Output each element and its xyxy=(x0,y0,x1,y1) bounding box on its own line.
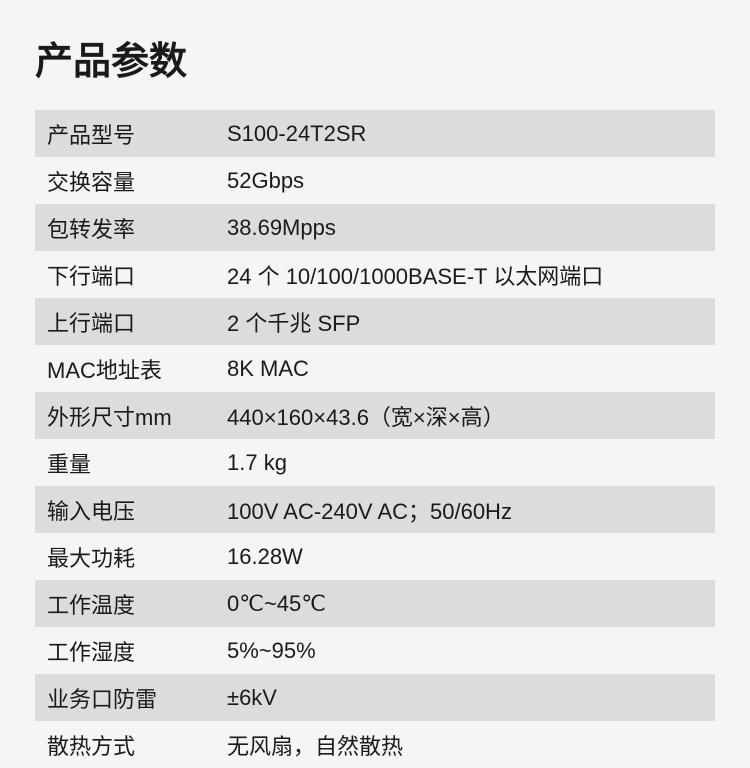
table-row: MAC地址表 8K MAC xyxy=(35,345,715,392)
spec-value: ±6kV xyxy=(215,674,715,721)
spec-label: 上行端口 xyxy=(35,298,215,345)
spec-value: 440×160×43.6（宽×深×高） xyxy=(215,392,715,439)
table-row: 产品型号 S100-24T2SR xyxy=(35,110,715,157)
spec-label: 包转发率 xyxy=(35,204,215,251)
spec-value: 2 个千兆 SFP xyxy=(215,298,715,345)
spec-label: 最大功耗 xyxy=(35,533,215,580)
spec-table: 产品型号 S100-24T2SR 交换容量 52Gbps 包转发率 38.69M… xyxy=(35,110,715,768)
spec-label: 产品型号 xyxy=(35,110,215,157)
spec-label: 外形尺寸mm xyxy=(35,392,215,439)
spec-value: 52Gbps xyxy=(215,157,715,204)
spec-value: S100-24T2SR xyxy=(215,110,715,157)
table-row: 散热方式 无风扇，自然散热 xyxy=(35,721,715,768)
spec-label: 工作温度 xyxy=(35,580,215,627)
spec-label: 交换容量 xyxy=(35,157,215,204)
spec-label: 输入电压 xyxy=(35,486,215,533)
spec-value: 5%~95% xyxy=(215,627,715,674)
table-row: 最大功耗 16.28W xyxy=(35,533,715,580)
spec-label: 散热方式 xyxy=(35,721,215,768)
spec-value: 16.28W xyxy=(215,533,715,580)
spec-value: 无风扇，自然散热 xyxy=(215,721,715,768)
spec-table-body: 产品型号 S100-24T2SR 交换容量 52Gbps 包转发率 38.69M… xyxy=(35,110,715,768)
table-row: 输入电压 100V AC-240V AC；50/60Hz xyxy=(35,486,715,533)
spec-label: MAC地址表 xyxy=(35,345,215,392)
table-row: 工作湿度 5%~95% xyxy=(35,627,715,674)
spec-value: 38.69Mpps xyxy=(215,204,715,251)
spec-label: 重量 xyxy=(35,439,215,486)
spec-label: 工作湿度 xyxy=(35,627,215,674)
table-row: 下行端口 24 个 10/100/1000BASE-T 以太网端口 xyxy=(35,251,715,298)
table-row: 外形尺寸mm 440×160×43.6（宽×深×高） xyxy=(35,392,715,439)
page-title: 产品参数 xyxy=(35,30,715,85)
spec-value: 0℃~45℃ xyxy=(215,580,715,627)
spec-value: 100V AC-240V AC；50/60Hz xyxy=(215,486,715,533)
table-row: 重量 1.7 kg xyxy=(35,439,715,486)
table-row: 上行端口 2 个千兆 SFP xyxy=(35,298,715,345)
table-row: 工作温度 0℃~45℃ xyxy=(35,580,715,627)
spec-label: 业务口防雷 xyxy=(35,674,215,721)
spec-value: 24 个 10/100/1000BASE-T 以太网端口 xyxy=(215,251,715,298)
table-row: 业务口防雷 ±6kV xyxy=(35,674,715,721)
spec-value: 1.7 kg xyxy=(215,439,715,486)
spec-label: 下行端口 xyxy=(35,251,215,298)
table-row: 包转发率 38.69Mpps xyxy=(35,204,715,251)
table-row: 交换容量 52Gbps xyxy=(35,157,715,204)
spec-value: 8K MAC xyxy=(215,345,715,392)
